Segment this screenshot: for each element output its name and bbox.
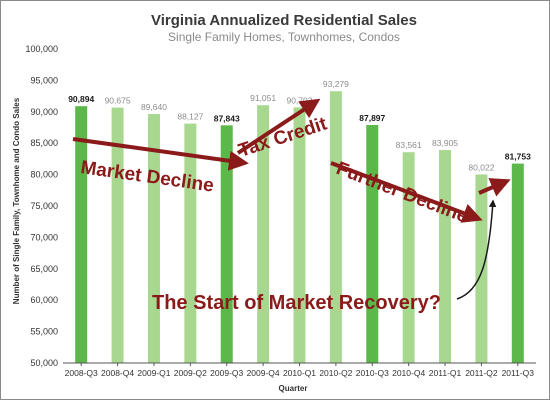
- bar-2008-Q4: [111, 107, 124, 363]
- x-tick-label: 2011-Q1: [429, 368, 462, 378]
- value-label: 80,022: [468, 162, 494, 172]
- value-label: 90,703: [287, 95, 313, 105]
- bars-group: [75, 91, 524, 364]
- further-decline-arrow: [330, 161, 483, 223]
- y-tick-label: 75,000: [30, 201, 58, 211]
- recovery-pointer-arrow: [456, 199, 497, 300]
- y-tick-label: 80,000: [30, 170, 58, 180]
- x-tick-label: 2011-Q2: [465, 368, 498, 378]
- x-tick-label: 2009-Q2: [174, 368, 207, 378]
- x-tick-label: 2011-Q3: [502, 368, 535, 378]
- value-label: 93,279: [323, 79, 349, 89]
- y-tick-label: 55,000: [30, 327, 58, 337]
- value-label: 90,894: [68, 94, 94, 104]
- bar-2009-Q3: [220, 125, 233, 363]
- market-decline-arrow: [72, 137, 249, 171]
- value-label: 87,843: [214, 113, 240, 123]
- x-tick-label: 2009-Q3: [210, 368, 243, 378]
- y-tick-label: 70,000: [30, 232, 58, 242]
- bar-2009-Q4: [257, 105, 270, 364]
- x-tick-label: 2008-Q4: [101, 368, 134, 378]
- y-tick-label: 85,000: [30, 138, 58, 148]
- value-label: 90,675: [105, 96, 131, 106]
- bar-2011-Q2: [475, 174, 488, 363]
- chart-subtitle: Single Family Homes, Townhomes, Condos: [168, 30, 400, 44]
- y-axis-label: Number of Single Family, Townhome and Co…: [12, 97, 21, 304]
- annotation-tax-credit: Tax Credit: [236, 113, 330, 161]
- y-tick-label: 60,000: [30, 295, 58, 305]
- recovery-arrow: [478, 178, 511, 197]
- y-tick-label: 65,000: [30, 264, 58, 274]
- y-tick-label: 100,000: [25, 44, 58, 54]
- value-label: 91,051: [250, 93, 276, 103]
- x-tick-label: 2010-Q2: [319, 368, 352, 378]
- x-tick-label: 2008-Q3: [65, 368, 98, 378]
- annotation-market-recovery: The Start of Market Recovery?: [152, 292, 441, 314]
- x-tick-label: 2010-Q1: [283, 368, 316, 378]
- chart-title: Virginia Annualized Residential Sales: [151, 12, 417, 29]
- x-tick-label: 2009-Q4: [247, 368, 280, 378]
- bar-2009-Q1: [147, 114, 160, 364]
- y-tick-label: 95,000: [30, 75, 58, 85]
- bar-2009-Q2: [184, 123, 197, 363]
- value-label: 87,897: [359, 113, 385, 123]
- bar-2010-Q4: [402, 152, 415, 363]
- value-label: 83,905: [432, 138, 458, 148]
- x-tick-label: 2009-Q1: [137, 368, 170, 378]
- x-tick-label: 2010-Q4: [392, 368, 425, 378]
- value-labels-group: 90,894 90,675 89,640 88,127 87,843 91,051 90,7…: [68, 79, 531, 172]
- bar-2010-Q3: [366, 125, 379, 364]
- bar-2010-Q2: [329, 91, 342, 363]
- bar-2008-Q3: [75, 106, 88, 364]
- value-label: 89,640: [141, 102, 167, 112]
- bar-2011-Q3: [511, 163, 524, 363]
- y-axis-ticks: 50,000 55,000 60,000 65,000 70,000 75,000 80,0…: [25, 44, 58, 368]
- x-tick-label: 2010-Q3: [356, 368, 389, 378]
- value-label: 88,127: [177, 112, 203, 122]
- bar-2010-Q1: [293, 107, 306, 363]
- y-tick-label: 50,000: [30, 358, 58, 368]
- value-label: 81,753: [505, 152, 531, 162]
- x-axis-label: Quarter: [279, 384, 308, 393]
- value-label: 83,561: [396, 140, 422, 150]
- bar-2011-Q1: [439, 150, 452, 363]
- tax-credit-arrow: [236, 98, 321, 155]
- y-tick-label: 90,000: [30, 107, 58, 117]
- x-axis-ticks: 2008-Q3 2008-Q4 2009-Q1 2009-Q2 2009-Q3 2009-…: [65, 363, 535, 378]
